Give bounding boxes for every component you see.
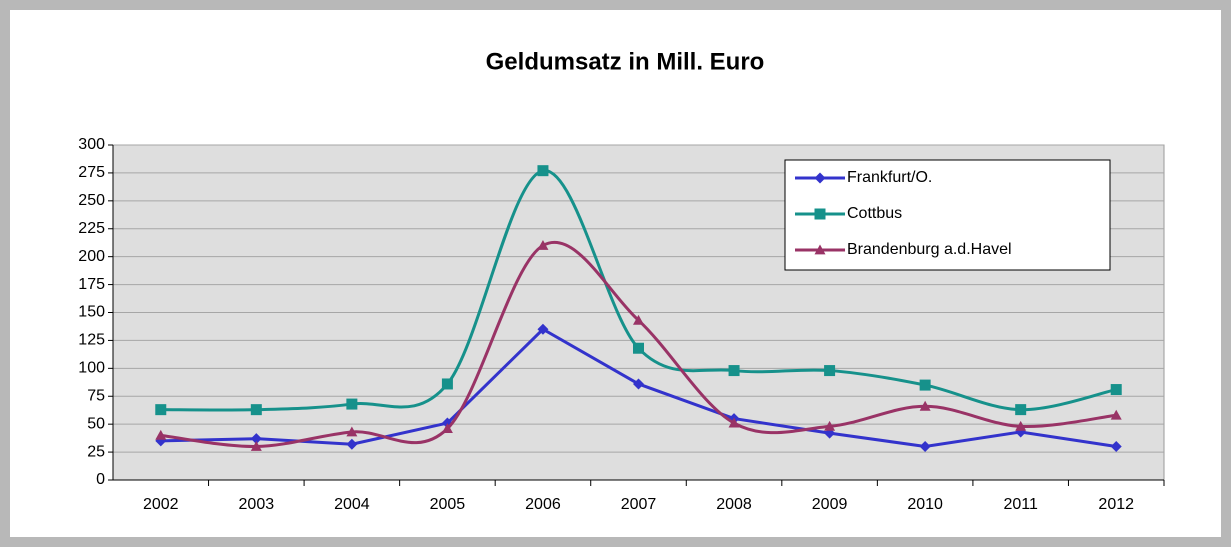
y-tick-label: 300 — [78, 136, 105, 153]
point-marker — [728, 417, 740, 428]
point-marker — [824, 420, 836, 431]
x-tick-label: 2010 — [907, 496, 943, 513]
x-tick-label: 2011 — [1003, 496, 1038, 513]
legend-marker — [814, 172, 826, 184]
legend-marker — [814, 244, 826, 255]
point-marker — [537, 240, 549, 250]
legend-label: Frankfurt/O. — [847, 169, 932, 186]
x-tick-label: 2006 — [525, 496, 561, 513]
point-marker — [919, 400, 931, 411]
point-marker — [250, 433, 262, 445]
x-tick-label: 2005 — [430, 496, 466, 513]
y-tick-label: 75 — [87, 387, 105, 404]
y-tick-label: 25 — [87, 443, 105, 460]
point-marker — [1015, 420, 1027, 431]
point-marker — [346, 426, 358, 437]
y-tick-label: 150 — [78, 304, 105, 321]
point-marker — [824, 365, 836, 377]
point-marker — [633, 342, 644, 354]
x-tick-label: 2009 — [812, 496, 848, 513]
point-marker — [1015, 404, 1027, 416]
x-tick-label: 2002 — [143, 496, 179, 513]
point-marker — [537, 323, 549, 335]
point-marker — [250, 441, 262, 451]
point-marker — [1110, 441, 1122, 452]
point-marker — [346, 398, 358, 410]
point-marker — [633, 314, 644, 325]
y-tick-label: 50 — [87, 415, 105, 432]
y-tick-label: 125 — [78, 332, 105, 349]
y-tick-label: 175 — [78, 276, 105, 293]
legend-marker — [814, 208, 826, 220]
x-tick-label: 2007 — [621, 496, 657, 513]
x-tick-label: 2003 — [239, 496, 275, 513]
y-tick-label: 275 — [78, 164, 105, 181]
point-marker — [537, 165, 549, 177]
series-line — [160, 241, 1117, 449]
point-marker — [441, 423, 453, 434]
point-marker — [919, 441, 931, 452]
point-marker — [155, 404, 167, 416]
point-marker — [728, 365, 740, 377]
x-tick-label: 2012 — [1098, 496, 1134, 513]
point-marker — [633, 378, 644, 390]
point-marker — [919, 379, 931, 391]
legend-label: Cottbus — [847, 205, 902, 222]
point-marker — [1110, 384, 1122, 396]
y-tick-label: 250 — [78, 192, 105, 209]
x-tick-label: 2004 — [334, 496, 370, 513]
chart-title: Geldumsatz in Mill. Euro — [486, 48, 765, 75]
point-marker — [155, 429, 167, 440]
y-tick-label: 100 — [78, 360, 105, 377]
x-tick-label: 2008 — [716, 496, 752, 513]
point-marker — [441, 378, 453, 390]
point-marker — [346, 438, 358, 450]
legend-label: Brandenburg a.d.Havel — [847, 241, 1012, 258]
y-tick-label: 0 — [96, 471, 105, 488]
y-tick-label: 200 — [78, 248, 105, 265]
point-marker — [250, 404, 262, 416]
point-marker — [1110, 409, 1122, 420]
y-tick-label: 225 — [78, 220, 105, 237]
